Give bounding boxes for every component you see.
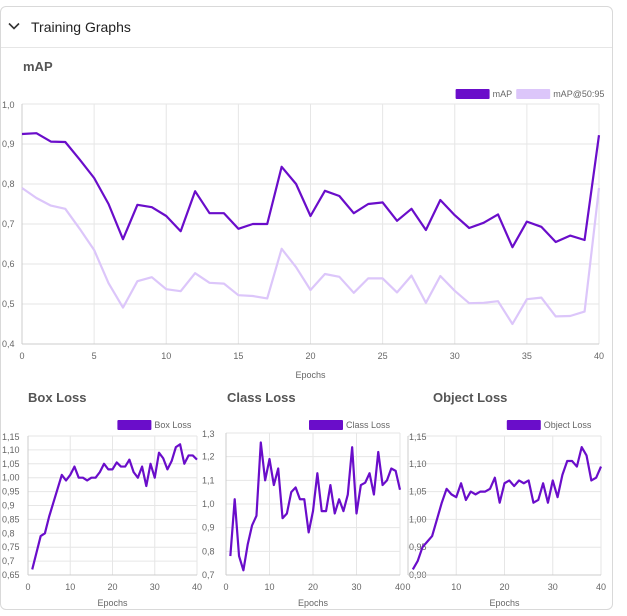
x-tick-label: 10 <box>161 351 171 361</box>
y-tick-label: 1,2 <box>202 452 215 462</box>
box-loss-chart: 0,65 0,7 0,75 0,8 0,85 0,9 0,95 1,00 1,05 1,10 1,1… <box>2 420 202 608</box>
chevron-down-icon[interactable] <box>7 19 21 33</box>
y-tick-label: 1,15 <box>2 432 20 442</box>
y-tick-label: 1,0 <box>2 100 15 110</box>
x-tick-label: 30 <box>150 582 160 592</box>
y-tick-label: 1,05 <box>2 459 20 469</box>
legend-label: Box Loss <box>154 420 192 430</box>
x-tick-label: 10 <box>451 582 461 592</box>
y-tick-label: 1,3 <box>202 429 215 439</box>
x-tick-label: 5 <box>92 351 97 361</box>
y-tick-label: 1,10 <box>409 459 427 469</box>
y-tick-label: 1,1 <box>202 475 215 485</box>
y-tick-label: 0,8 <box>2 528 15 538</box>
x-tick-label: 40 <box>192 582 202 592</box>
y-tick-label: 0,7 <box>2 219 15 229</box>
legend-swatch <box>506 420 541 430</box>
y-tick-label: 0,7 <box>2 556 15 566</box>
legend-label: Class Loss <box>346 420 391 430</box>
object-loss-chart: 0,900,951,001,051,101,150 10 20 30 40EpochsO… <box>405 420 606 608</box>
legend-swatch <box>117 420 152 430</box>
x-tick-label: 20 <box>305 351 315 361</box>
x-tick-label: 10 <box>65 582 75 592</box>
y-tick-label: 0,75 <box>2 542 20 552</box>
section-title: Training Graphs <box>31 19 131 35</box>
x-tick-label: 15 <box>233 351 243 361</box>
x-tick-label: 0 <box>25 582 30 592</box>
series-line <box>21 132 601 249</box>
chart-title-box-loss: Box Loss <box>28 390 87 405</box>
x-tick-label: 0 <box>405 582 410 592</box>
y-tick-label: 0,7 <box>202 570 215 580</box>
y-tick-label: 0,4 <box>2 339 15 349</box>
map-chart: 0,4 0,5 0,6 0,7 0,8 0,9 1,0 0 5 10 15 20 25 30 35 40 Epo… <box>2 89 604 380</box>
class-loss-chart: 0,7 0,8 0,9 1,0 1,1 1,2 1,3 0 10 20 30 40 Epochs Clas… <box>202 420 405 608</box>
y-tick-label: 0,9 <box>2 501 15 511</box>
y-tick-label: 1,00 <box>2 473 20 483</box>
legend-swatch <box>309 420 343 430</box>
y-tick-label: 0,95 <box>409 542 427 552</box>
y-tick-label: 0,5 <box>2 299 15 309</box>
x-tick-label: 25 <box>378 351 388 361</box>
x-tick-label: 40 <box>594 351 604 361</box>
y-tick-label: 0,9 <box>202 523 215 533</box>
chart-title-class-loss: Class Loss <box>227 390 296 405</box>
x-axis-label: Epochs <box>489 598 520 608</box>
x-tick-label: 10 <box>264 582 274 592</box>
legend-swatch <box>516 89 551 99</box>
x-tick-label: 0 <box>19 351 24 361</box>
x-tick-label: 35 <box>522 351 532 361</box>
series-line <box>229 441 402 572</box>
y-tick-label: 1,05 <box>409 487 427 497</box>
y-tick-label: 1,15 <box>409 432 427 442</box>
y-tick-label: 0,6 <box>2 259 15 269</box>
legend-label: mAP@50:95 <box>553 89 604 99</box>
y-tick-label: 1,0 <box>202 499 215 509</box>
chart-title-object-loss: Object Loss <box>433 390 508 405</box>
series-line <box>31 443 198 570</box>
legend-swatch <box>455 89 490 99</box>
y-tick-label: 0,8 <box>2 179 15 189</box>
x-tick-label: 0 <box>223 582 228 592</box>
y-tick-label: 0,65 <box>2 570 20 580</box>
x-tick-label: 20 <box>308 582 318 592</box>
x-axis-label: Epochs <box>298 598 329 608</box>
x-axis-label: Epochs <box>97 598 128 608</box>
y-tick-label: 1,10 <box>2 445 20 455</box>
x-tick-label: 20 <box>107 582 117 592</box>
x-tick-label: 30 <box>450 351 460 361</box>
legend-label: Object Loss <box>544 420 592 430</box>
legend-label: mAP <box>493 89 513 99</box>
series-line <box>21 187 601 326</box>
y-tick-label: 0,85 <box>2 514 20 524</box>
x-tick-label: 30 <box>548 582 558 592</box>
y-tick-label: 0,95 <box>2 487 20 497</box>
y-tick-label: 1,00 <box>409 514 427 524</box>
x-tick-label: 40 <box>395 582 405 592</box>
x-tick-label: 30 <box>351 582 361 592</box>
chart-title-map: mAP <box>23 59 53 74</box>
x-tick-label: 20 <box>499 582 509 592</box>
series-line <box>411 446 603 570</box>
y-tick-label: 0,8 <box>202 546 215 556</box>
section-header[interactable]: Training Graphs <box>1 7 612 48</box>
x-tick-label: 40 <box>596 582 606 592</box>
x-axis-label: Epochs <box>295 370 326 380</box>
y-tick-label: 0,9 <box>2 139 15 149</box>
